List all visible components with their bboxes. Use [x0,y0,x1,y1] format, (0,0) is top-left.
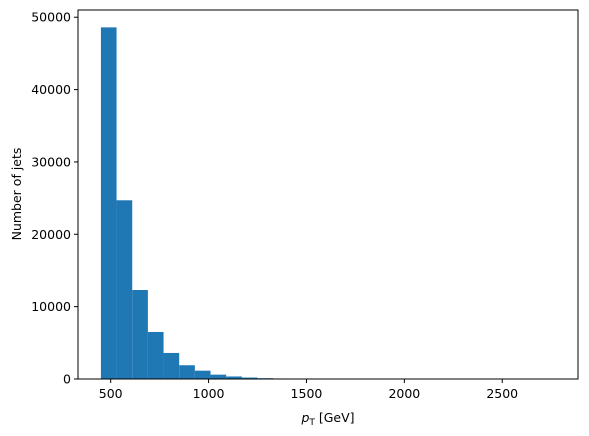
histogram-bar [147,331,164,379]
y-tick-label: 20000 [31,227,71,242]
y-axis-label: Number of jets [9,148,24,241]
y-tick-label: 10000 [31,299,71,314]
y-tick-label: 50000 [31,10,71,25]
x-tick-label: 2500 [486,386,518,401]
y-ticks: 0 10000 20000 30000 40000 50000 [31,10,78,387]
x-tick-label: 2000 [388,386,420,401]
x-tick-label: 500 [99,386,123,401]
histogram-bar [100,27,117,379]
histogram-bar [132,290,148,379]
histogram-bar [194,370,211,379]
histogram-bar [163,352,180,379]
histogram-bar [210,374,227,379]
x-tick-label: 1500 [291,386,323,401]
y-tick-label: 40000 [31,82,71,97]
plot-frame [77,9,579,380]
histogram-bar [179,365,195,379]
x-tick-label: 1000 [193,386,225,401]
x-ticks: 500 1000 1500 2000 2500 [99,379,518,401]
histogram-bar [241,377,258,379]
histogram-bar [226,376,242,379]
bars-group [100,27,556,379]
y-tick-label: 30000 [31,154,71,169]
histogram-bar [116,200,133,379]
x-axis-label: pT [GeV] [300,410,354,428]
y-tick-label: 0 [63,372,71,387]
